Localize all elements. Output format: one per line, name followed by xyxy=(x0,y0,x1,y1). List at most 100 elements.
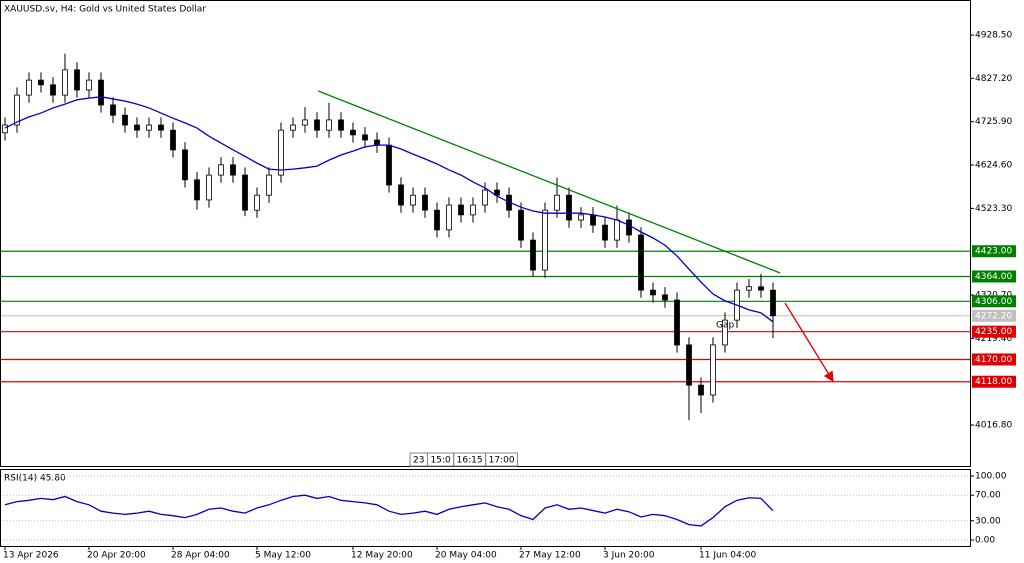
candle-body xyxy=(638,234,644,291)
candle-body xyxy=(482,189,488,206)
candle-body xyxy=(290,124,296,131)
candle-body xyxy=(698,384,704,396)
candle-body xyxy=(98,79,104,106)
candle-body xyxy=(206,174,212,201)
x-tick-label: 28 Apr 04:00 xyxy=(171,551,230,561)
candle-body xyxy=(362,134,368,141)
candle-body xyxy=(770,289,776,317)
candle-body xyxy=(614,219,620,241)
level-box xyxy=(972,353,1016,366)
y-tick-label: 4928.50 xyxy=(975,30,1012,40)
y-tick-label: 4523.30 xyxy=(975,204,1012,214)
x-tick-label: 20 May 04:00 xyxy=(435,551,497,561)
y-tick-label: 4624.60 xyxy=(975,161,1012,171)
moving-average xyxy=(4,96,774,323)
candle-body xyxy=(746,286,752,291)
rsi-line xyxy=(4,494,774,527)
candle-body xyxy=(434,209,440,231)
candle-body xyxy=(626,219,632,236)
candle-body xyxy=(242,174,248,211)
candle-body xyxy=(566,194,572,221)
candle-body xyxy=(386,144,392,186)
candle-body xyxy=(398,184,404,206)
candle-body xyxy=(422,194,428,211)
level-box xyxy=(972,325,1016,338)
y-tick-label: 4827.20 xyxy=(975,74,1012,84)
candle-body xyxy=(326,119,332,131)
time-marker: 17:00 xyxy=(489,456,515,466)
candle-body xyxy=(74,69,80,91)
x-tick-label: 27 May 12:00 xyxy=(519,551,581,561)
level-label: 4235.00 xyxy=(975,327,1012,337)
chart-title: XAUUSD.sv, H4: Gold vs United States Dol… xyxy=(4,5,206,15)
candle-body xyxy=(38,79,44,86)
x-tick-label: 13 Apr 2026 xyxy=(3,551,59,561)
candle-body xyxy=(374,139,380,146)
candle-body xyxy=(134,124,140,131)
candle-body xyxy=(446,204,452,231)
candle-body xyxy=(542,209,548,271)
y-tick-label: 4016.80 xyxy=(975,421,1012,431)
level-label: 4423.00 xyxy=(975,247,1012,257)
level-box xyxy=(972,245,1016,258)
candle-body xyxy=(86,79,92,91)
candle-body xyxy=(170,129,176,151)
candle-body xyxy=(602,224,608,241)
candle-body xyxy=(62,69,68,96)
candle-body xyxy=(122,114,128,126)
x-tick-label: 20 Apr 20:00 xyxy=(87,551,146,561)
candle-body xyxy=(218,164,224,176)
candle-body xyxy=(494,189,500,196)
time-marker-box xyxy=(485,452,519,467)
candle-body xyxy=(194,179,200,201)
current-price-label: 4272.20 xyxy=(975,311,1012,321)
candle-body xyxy=(2,124,8,134)
candle-body xyxy=(146,124,152,131)
trendline xyxy=(317,90,781,274)
candle-body xyxy=(674,299,680,346)
y-tick-label: 4725.90 xyxy=(975,117,1012,127)
current-price-box xyxy=(972,309,1016,322)
candle-body xyxy=(686,344,692,386)
candle-body xyxy=(158,124,164,131)
rsi-frame xyxy=(0,469,971,547)
candle-body xyxy=(650,289,656,296)
candle-body xyxy=(662,294,668,301)
time-marker: 15:0 xyxy=(430,456,450,466)
rsi-tick-label: 0.00 xyxy=(975,535,995,545)
candle-body xyxy=(230,164,236,176)
rsi-tick-label: 30.00 xyxy=(975,516,1001,526)
forecast-arrow xyxy=(784,302,834,383)
candle-body xyxy=(182,149,188,181)
gap-annotation: Gap xyxy=(716,321,734,331)
rsi-label: RSI(14) 45.80 xyxy=(4,474,66,484)
candle-body xyxy=(410,194,416,206)
candle-body xyxy=(470,204,476,216)
candle-body xyxy=(302,119,308,126)
candle-body xyxy=(458,204,464,216)
level-label: 4118.00 xyxy=(975,377,1012,387)
candle-body xyxy=(554,194,560,211)
y-tick-label: 4219.40 xyxy=(975,334,1012,344)
candle-body xyxy=(14,94,20,126)
level-label: 4306.00 xyxy=(975,297,1012,307)
candle-body xyxy=(254,194,260,211)
candle-body xyxy=(110,104,116,116)
candle-body xyxy=(578,214,584,221)
candle-body xyxy=(590,214,596,226)
x-tick-label: 3 Jun 20:00 xyxy=(603,551,655,561)
x-tick-label: 12 May 20:00 xyxy=(351,551,413,561)
candle-body xyxy=(758,286,764,291)
time-marker: 23 xyxy=(413,456,424,466)
x-tick-label: 11 Jun 04:00 xyxy=(699,551,756,561)
candle-body xyxy=(278,129,284,176)
level-box xyxy=(972,375,1016,388)
level-box xyxy=(972,295,1016,308)
candle-body xyxy=(50,84,56,96)
rsi-tick-label: 100.00 xyxy=(975,472,1007,482)
candle-body xyxy=(314,119,320,131)
x-tick-label: 5 May 12:00 xyxy=(255,551,311,561)
level-box xyxy=(972,270,1016,283)
candle-body xyxy=(722,319,728,346)
